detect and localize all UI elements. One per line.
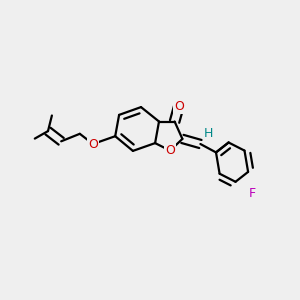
Text: O: O [165, 144, 175, 157]
Text: O: O [88, 137, 98, 151]
Text: H: H [204, 127, 213, 140]
Text: O: O [174, 100, 184, 113]
Text: F: F [248, 187, 256, 200]
